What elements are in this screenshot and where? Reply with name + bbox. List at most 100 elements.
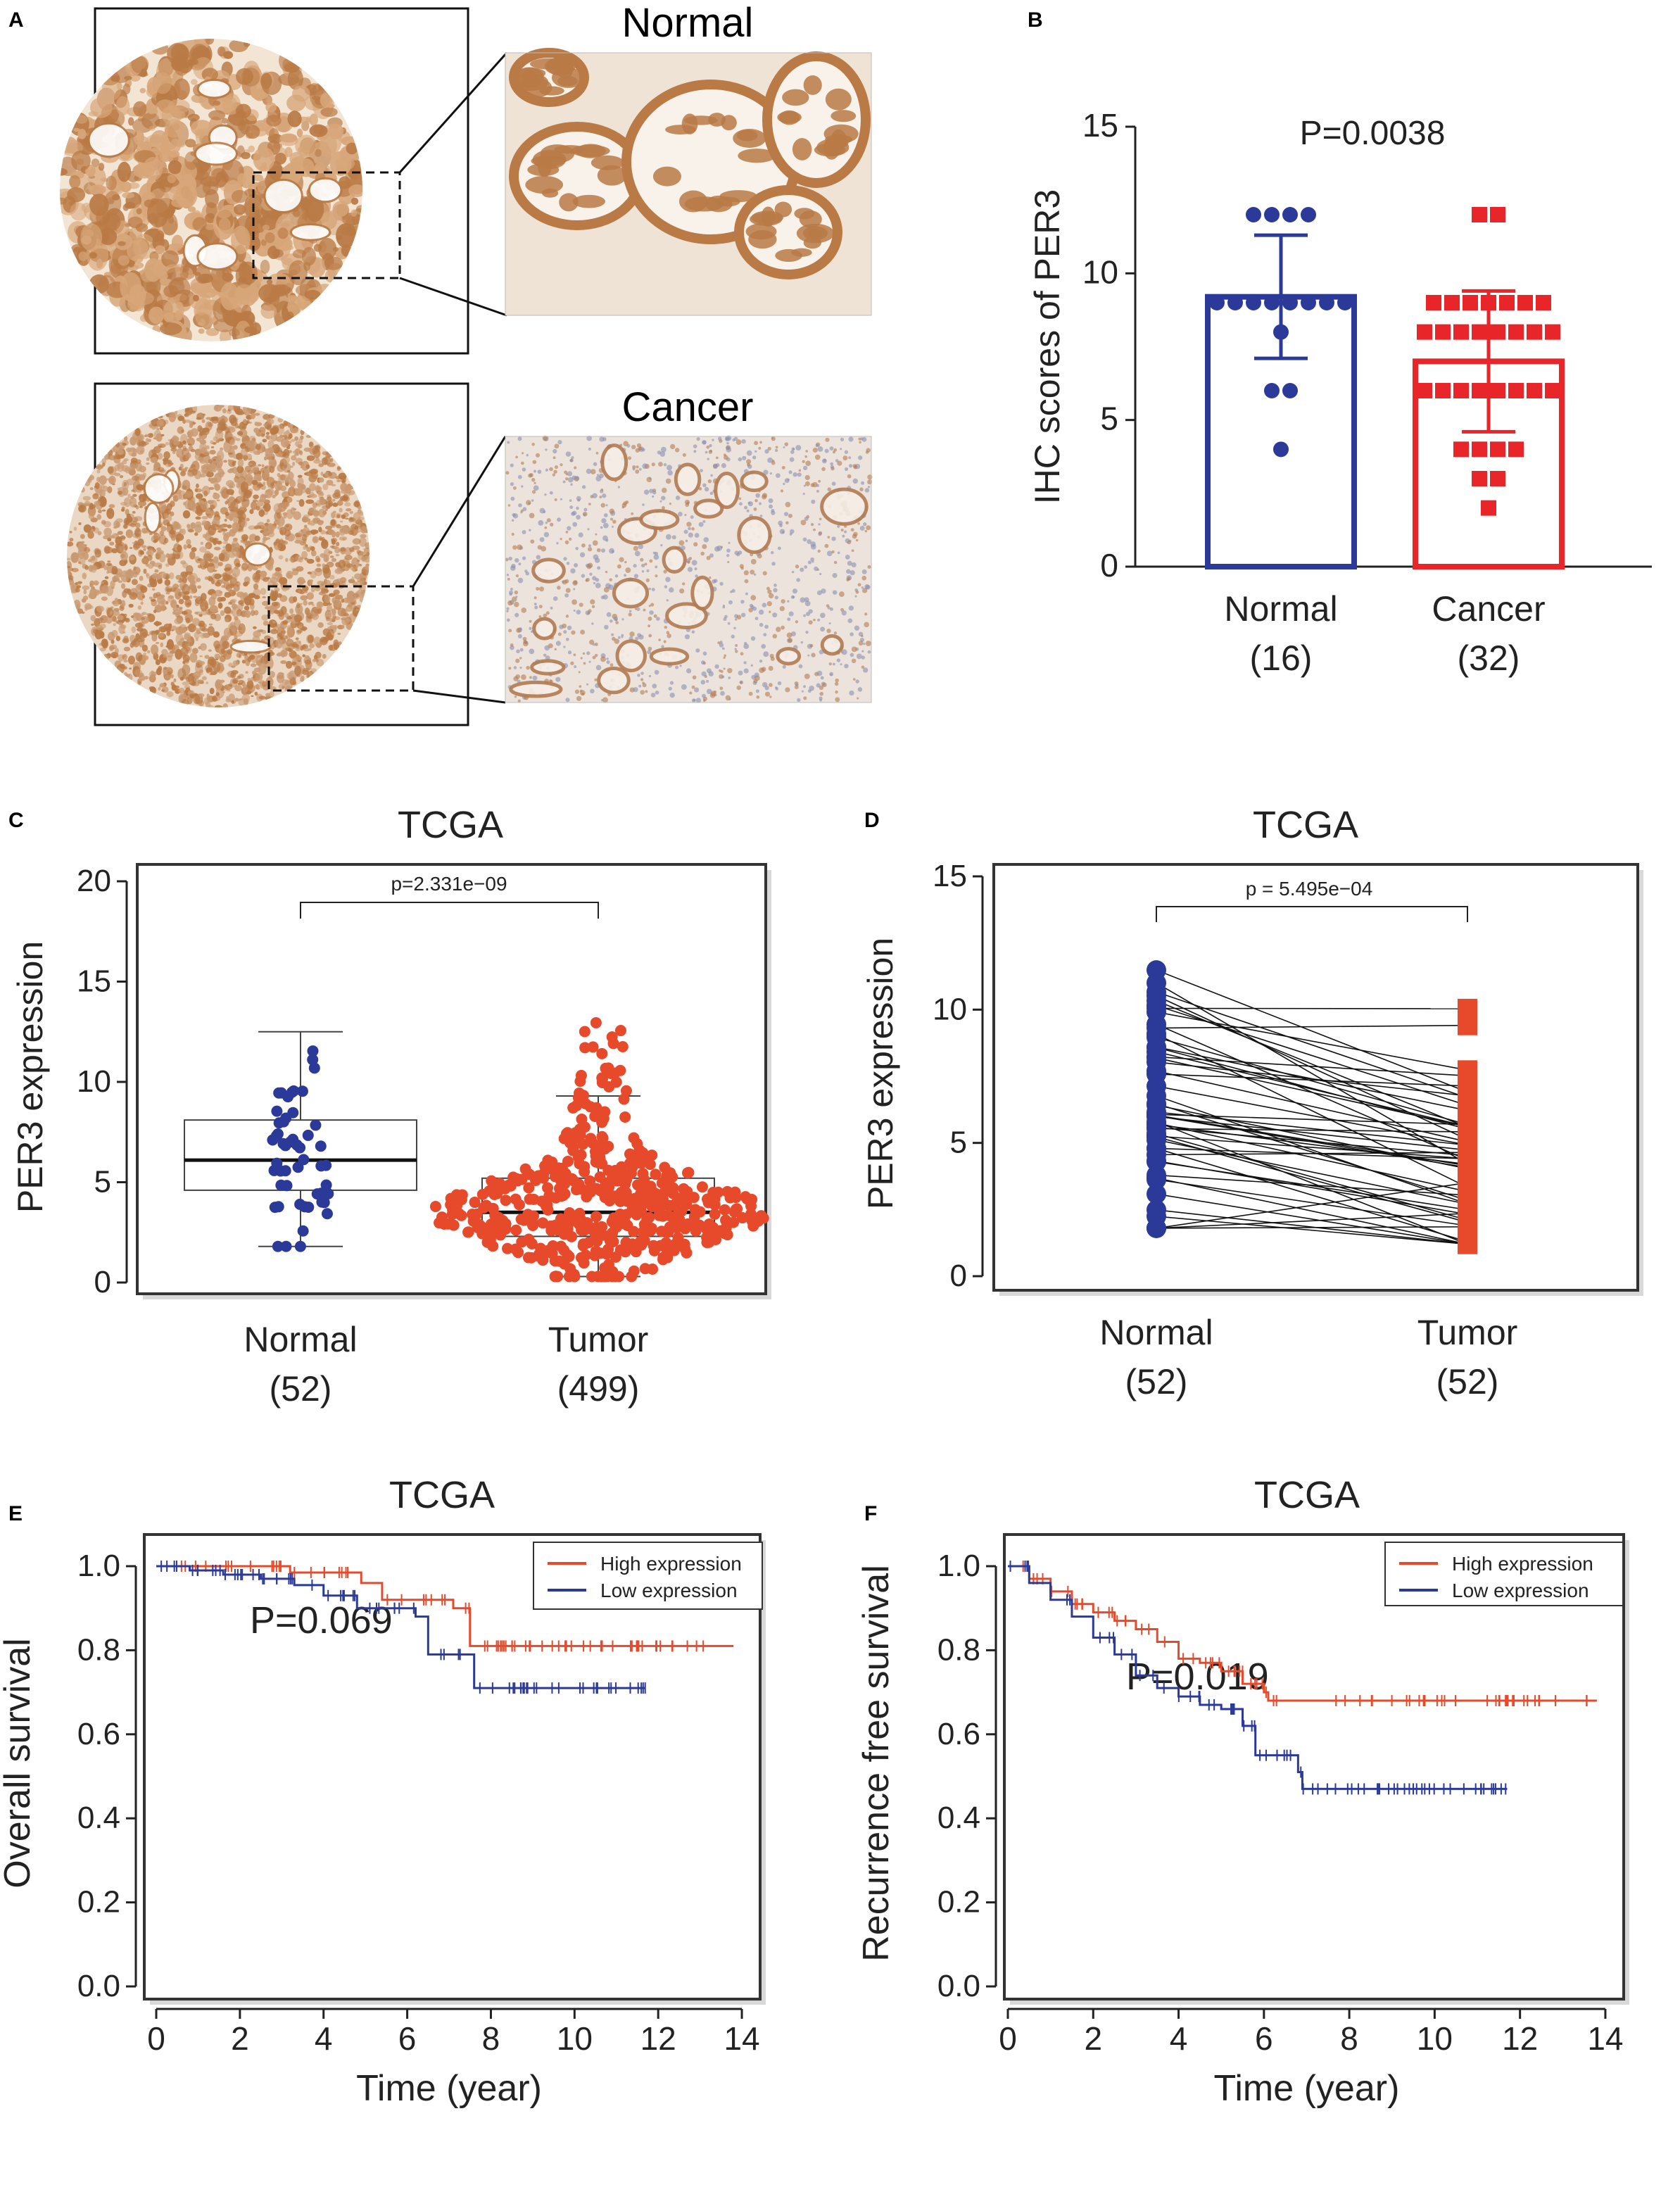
cell-nucleus — [827, 536, 830, 539]
stain-dot — [151, 644, 159, 655]
stain-dot — [158, 632, 165, 638]
cell-nucleus — [669, 692, 675, 698]
cell-nucleus — [560, 463, 563, 467]
stain-dot — [280, 438, 289, 448]
cell-nucleus — [740, 567, 744, 570]
stain-dot — [137, 538, 144, 546]
cell-nucleus — [585, 563, 590, 567]
stain-dot — [136, 459, 141, 464]
stain-dot — [259, 629, 263, 632]
stain-dot — [229, 39, 248, 53]
cell-nucleus — [719, 641, 723, 644]
cell-nucleus — [593, 462, 598, 467]
cell-nucleus — [787, 600, 790, 603]
stain-dot — [200, 558, 206, 567]
cell-nucleus — [678, 540, 685, 546]
stain-dot — [165, 553, 173, 559]
stain-dot — [237, 496, 244, 502]
stain-dot — [156, 642, 160, 644]
stain-dot — [76, 582, 81, 586]
stain-dot — [123, 481, 127, 486]
stain-dot — [91, 565, 98, 570]
stain-dot — [175, 533, 184, 541]
stain-dot — [292, 569, 299, 576]
stain-dot — [196, 417, 202, 420]
cell-nucleus — [519, 667, 522, 669]
cell-nucleus — [831, 481, 836, 486]
stain-dot — [250, 610, 255, 617]
cell-nucleus — [667, 465, 672, 471]
stain-dot — [158, 571, 167, 579]
stain-dot — [122, 487, 129, 496]
stain-dot — [236, 591, 245, 598]
stain-dot — [89, 251, 98, 259]
stain-dot — [106, 508, 115, 519]
stain-dot — [159, 427, 163, 430]
cell-nucleus — [610, 663, 614, 667]
stain-dot — [246, 680, 254, 690]
stain-dot — [326, 561, 334, 568]
stain-dot — [149, 306, 165, 325]
cell-nucleus — [658, 638, 661, 641]
cell-nucleus — [835, 690, 838, 694]
stain-dot — [73, 127, 80, 132]
stain-dot — [298, 499, 305, 508]
stain-dot — [257, 484, 264, 488]
cell-nucleus — [820, 676, 824, 680]
stain-dot — [228, 662, 233, 667]
cell-nucleus — [664, 585, 668, 588]
cell-nucleus — [816, 683, 821, 688]
stain-dot — [316, 601, 324, 609]
cell-nucleus — [567, 477, 574, 483]
stain-dot — [263, 297, 272, 305]
cell-nucleus — [533, 481, 536, 484]
stain-dot — [69, 538, 74, 542]
gland-lumen — [143, 473, 175, 504]
stain-dot — [158, 534, 167, 545]
stain-dot — [292, 462, 296, 466]
stain-dot — [236, 410, 245, 415]
cell-nucleus — [731, 634, 735, 638]
cell-nucleus — [563, 645, 566, 648]
stain-dot — [191, 410, 196, 413]
stain-dot — [158, 666, 163, 672]
stain-dot — [99, 496, 107, 508]
stain-dot — [260, 588, 267, 596]
stain-dot — [135, 652, 143, 662]
stain-dot — [331, 557, 337, 562]
cell-nucleus — [636, 443, 642, 448]
cell-nucleus — [679, 664, 682, 667]
cell-nucleus — [802, 460, 805, 463]
cell-nucleus — [702, 699, 706, 702]
cell-nucleus — [861, 655, 866, 660]
cell-nucleus — [747, 462, 750, 467]
cell-nucleus — [805, 630, 809, 634]
stain-dot — [232, 567, 241, 577]
stain-dot — [274, 567, 282, 572]
stain-dot — [350, 209, 358, 218]
stain-dot — [151, 670, 154, 676]
stain-dot — [170, 586, 175, 589]
cell-nucleus — [533, 603, 537, 606]
stain-dot — [91, 623, 94, 626]
stain-dot — [125, 530, 132, 536]
cancer-point — [1527, 324, 1542, 340]
cell-nucleus — [813, 618, 816, 622]
cell-nucleus — [852, 534, 857, 539]
cell-nucleus — [818, 531, 823, 535]
stain-dot — [265, 537, 271, 540]
cell-nucleus — [784, 478, 790, 484]
cell-nucleus — [796, 578, 800, 582]
cell-nucleus — [521, 485, 524, 488]
cell-nucleus — [783, 512, 789, 517]
normal-point — [321, 1208, 333, 1220]
gland-fold — [802, 226, 828, 240]
stain-dot — [331, 538, 336, 545]
cell-nucleus — [510, 463, 514, 467]
cell-nucleus — [850, 570, 855, 576]
stain-dot — [247, 677, 251, 681]
stain-dot — [184, 587, 188, 591]
stain-dot — [140, 601, 144, 605]
stain-dot — [122, 631, 126, 634]
stain-dot — [108, 645, 115, 652]
